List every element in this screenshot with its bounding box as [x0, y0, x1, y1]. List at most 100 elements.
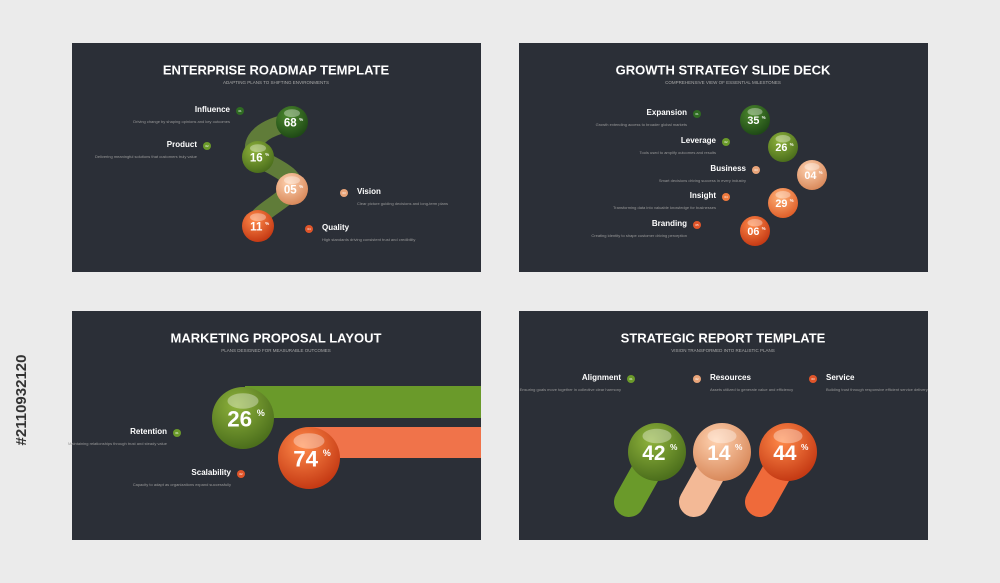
badge [752, 166, 760, 174]
badge [627, 375, 635, 383]
slides: ENTERPRISE ROADMAP TEMPLATE ADAPTING PLAN… [68, 43, 928, 540]
side-id: #2110932120 [13, 355, 30, 446]
badge [305, 225, 313, 233]
slide-panel [519, 43, 928, 272]
ball-shine [642, 428, 672, 444]
item-label: Quality [322, 223, 350, 232]
ball-shine [284, 176, 300, 185]
badge-number: 01 [695, 112, 699, 116]
badge-number: 01 [175, 431, 179, 435]
ball [276, 173, 308, 205]
badge-number: 02 [205, 144, 209, 148]
ball-pct: % [762, 226, 766, 231]
item-label: Alignment [582, 373, 621, 382]
item-label: Service [826, 373, 855, 382]
ball-shine [773, 428, 803, 444]
ball [768, 188, 798, 218]
slide-subtitle: COMPREHENSIVE VIEW OF ESSENTIAL MILESTON… [665, 80, 781, 85]
item-desc: Capacity to adapt as organizations expan… [133, 482, 231, 487]
ball [759, 423, 817, 481]
badge [722, 193, 730, 201]
item-desc: Transforming data into valuable knowledg… [613, 205, 716, 210]
slide-subtitle: ADAPTING PLANS TO SHIFTING ENVIRONMENTS [223, 80, 329, 85]
slide-subtitle: PLANS DESIGNED FOR MEASURABLE OUTCOMES [221, 348, 331, 353]
ball-pct: % [735, 442, 743, 452]
badge-number: 02 [239, 472, 243, 476]
item-desc: Clear picture guiding decisions and long… [357, 201, 448, 206]
ball-value: 14 [707, 442, 731, 465]
badge-number: 02 [695, 377, 699, 381]
ball-shine [707, 428, 737, 444]
item-label: Insight [690, 191, 717, 200]
item-desc: Tools used to amplify outcomes and resul… [640, 150, 716, 155]
ball [740, 105, 770, 135]
item-label: Vision [357, 187, 381, 196]
ball-shine [250, 213, 266, 222]
item-desc: Building trust through responsive effici… [826, 387, 928, 392]
ball-value: 06 [747, 226, 759, 238]
slide-subtitle: VISION TRANSFORMED INTO REALISTIC PLANS [671, 348, 775, 353]
item-desc: Maintaining relationships through trust … [68, 441, 168, 446]
ball-pct: % [323, 448, 331, 458]
badge [722, 138, 730, 146]
item-desc: Delivering meaningful solutions that cus… [95, 154, 198, 159]
ball-pct: % [790, 142, 794, 147]
ball-value: 35 [747, 115, 759, 127]
badge [237, 470, 245, 478]
ball-value: 68 [284, 117, 297, 129]
ball-pct: % [790, 198, 794, 203]
ball [212, 387, 274, 449]
ball [242, 210, 274, 242]
ball-pct: % [670, 442, 678, 452]
ball-value: 29 [775, 198, 787, 210]
badge [809, 375, 817, 383]
item-label: Resources [710, 373, 751, 382]
badge-number: 04 [724, 195, 728, 199]
ball-pct: % [265, 152, 269, 157]
item-desc: Ensuring goals move together in collecti… [520, 387, 621, 392]
ball-value: 16 [250, 152, 263, 164]
badge [236, 107, 244, 115]
ball-shine [250, 144, 266, 153]
ball-shine [227, 393, 259, 409]
item-label: Branding [652, 219, 687, 228]
item-label: Scalability [191, 468, 231, 477]
slide-title: MARKETING PROPOSAL LAYOUT [171, 330, 382, 345]
item-label: Business [710, 164, 746, 173]
item-label: Product [167, 140, 198, 149]
ball-pct: % [257, 408, 265, 418]
badge-number: 03 [811, 377, 815, 381]
ball-shine [747, 219, 763, 227]
ball-shine [775, 191, 791, 199]
item-desc: Assets utilized to generate value and ef… [710, 387, 793, 392]
ball-value: 05 [284, 184, 297, 196]
ball [242, 141, 274, 173]
ball-pct: % [299, 117, 303, 122]
ball-value: 11 [250, 221, 263, 233]
slide-panel [72, 311, 481, 540]
ball-pct: % [265, 221, 269, 226]
ball-value: 26 [775, 142, 787, 154]
ball [740, 216, 770, 246]
slide-title: ENTERPRISE ROADMAP TEMPLATE [163, 62, 390, 77]
item-label: Expansion [647, 108, 688, 117]
badge-number: 01 [238, 109, 242, 113]
badge [693, 221, 701, 229]
ball [797, 160, 827, 190]
badge [203, 142, 211, 150]
item-desc: Smart decisions driving success in every… [659, 178, 746, 183]
badge-number: 03 [342, 191, 346, 195]
ball [628, 423, 686, 481]
ball [693, 423, 751, 481]
ball-value: 04 [804, 170, 816, 182]
badge [693, 110, 701, 118]
ball-shine [293, 433, 325, 449]
ball-pct: % [762, 115, 766, 120]
item-desc: Growth extending access to broader globa… [596, 122, 687, 127]
ball-pct: % [801, 442, 809, 452]
ball-value: 74 [293, 446, 318, 471]
item-desc: Creating identity to shape customer driv… [591, 233, 687, 238]
badge-number: 05 [695, 223, 699, 227]
slide-title: STRATEGIC REPORT TEMPLATE [621, 330, 826, 345]
